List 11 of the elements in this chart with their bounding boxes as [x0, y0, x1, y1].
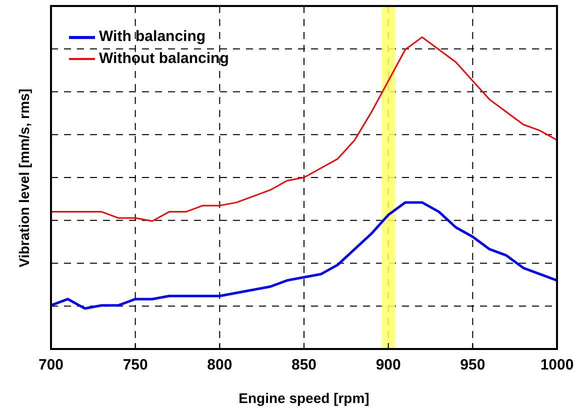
x-tick-label: 1000 — [540, 356, 574, 374]
legend-label: With balancing — [99, 27, 206, 47]
y-axis-title: Vibration level [mm/s, rms] — [16, 88, 32, 267]
x-tick-label: 950 — [460, 356, 486, 374]
legend-label: Without balancing — [99, 49, 229, 69]
x-tick-label: 800 — [207, 356, 232, 374]
x-tick-label: 700 — [38, 356, 64, 374]
x-tick-label: 900 — [376, 356, 401, 374]
x-tick-label: 750 — [122, 356, 148, 374]
x-tick-label: 850 — [291, 356, 317, 374]
x-axis-title: Engine speed [rpm] — [238, 390, 370, 406]
